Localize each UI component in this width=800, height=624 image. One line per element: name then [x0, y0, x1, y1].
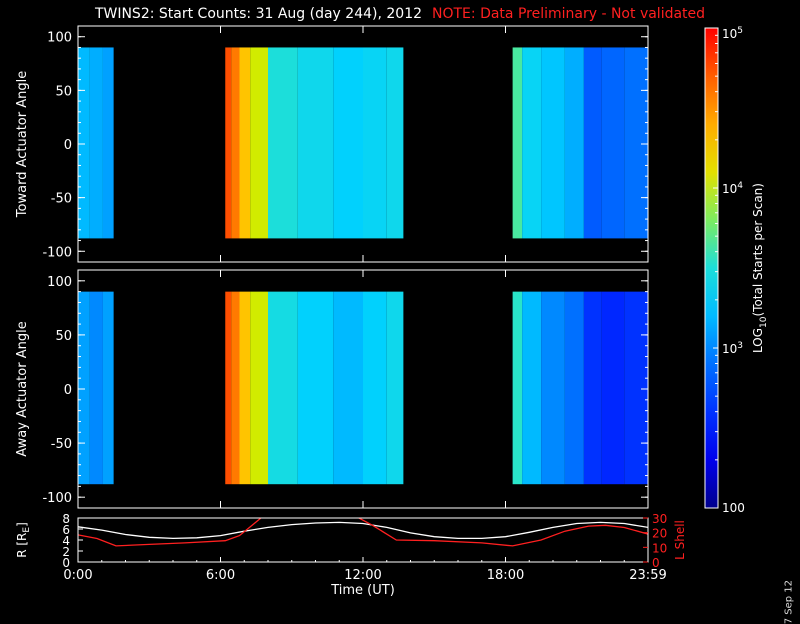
heatmap-cell	[601, 47, 625, 239]
lshell-series-line	[78, 518, 262, 547]
colorbar-tick-label: 105	[722, 26, 743, 41]
heatmap-cell	[564, 291, 584, 485]
heatmap-cell	[239, 291, 251, 485]
heatmap-cell	[333, 47, 363, 239]
colorbar-scale	[704, 27, 719, 509]
heatmap-cell	[624, 291, 648, 485]
heatmap-cell	[89, 47, 103, 239]
preliminary-note: NOTE: Data Preliminary - Not validated	[432, 6, 706, 22]
y-tick-label: -50	[51, 437, 72, 452]
lshell-tick-label: 0	[652, 556, 660, 570]
heatmap-cell	[78, 291, 90, 485]
heatmap-cell	[268, 47, 298, 239]
y-tick-label: -100	[42, 245, 72, 260]
lshell-tick-label: 30	[652, 512, 667, 526]
plot-title: TWINS2: Start Counts: 31 Aug (day 244), …	[0, 6, 800, 22]
y-tick-label: 50	[55, 84, 72, 99]
heatmap-cell	[522, 47, 542, 239]
y-tick-label: 50	[55, 329, 72, 344]
lshell-tick-label: 10	[652, 541, 667, 555]
y-tick-label: 100	[47, 275, 72, 290]
y-tick-label: 0	[64, 138, 72, 153]
heatmap-cell	[363, 291, 387, 485]
colorbar: 105 104 103 100 LOG10(Total Starts per Scan)	[704, 26, 769, 515]
y-axis-label: Toward Actuator Angle	[15, 71, 30, 218]
heatmap-cell	[250, 291, 268, 485]
r-axis-label: R [RE]	[15, 522, 32, 558]
heatmap-cell	[102, 291, 114, 485]
heatmap-cell	[102, 47, 114, 239]
heatmap-cell	[541, 291, 565, 485]
heatmap-cell	[89, 291, 103, 485]
heatmap-cell	[297, 47, 334, 239]
heatmap-cell	[564, 47, 584, 239]
heatmap-cell	[363, 47, 387, 239]
heatmap-cell	[225, 47, 232, 239]
heatmap-panel-away: 100 50 0 -50 -100 Away Actuator Angle	[15, 269, 649, 509]
r-tick-label: 2	[62, 545, 70, 559]
heatmap-cell	[297, 291, 334, 485]
heatmap-cell	[583, 47, 602, 239]
time-tick-label: 0:00	[63, 568, 92, 583]
r-tick-label: 4	[62, 534, 70, 548]
lshell-series-line	[357, 518, 648, 547]
colorbar-tick-label: 103	[722, 341, 743, 356]
heatmap-cell	[239, 47, 251, 239]
y-tick-label: -100	[42, 491, 72, 506]
lshell-tick-label: 20	[652, 527, 667, 541]
time-tick-label: 18:00	[487, 568, 524, 583]
heatmap-cell	[333, 291, 363, 485]
lshell-axis-label: L Shell	[673, 520, 687, 560]
colorbar-tick-label: 104	[722, 181, 743, 196]
heatmap-panel-toward: 100 50 0 -50 -100 Toward Actuator Angle	[15, 25, 649, 263]
colorbar-tick-label: 100	[722, 501, 745, 515]
heatmap-cell	[624, 47, 648, 239]
heatmap-cell	[231, 291, 240, 485]
heatmap-cell	[512, 291, 523, 485]
heatmap-cell	[601, 291, 625, 485]
heatmap-cell	[250, 47, 268, 239]
heatmap-cell	[225, 291, 232, 485]
heatmap-cell	[268, 291, 298, 485]
y-tick-label: 0	[64, 383, 72, 398]
x-axis-label: Time (UT)	[330, 583, 395, 598]
heatmap-cell	[386, 291, 404, 485]
time-tick-label: 6:00	[206, 568, 235, 583]
colorbar-label: LOG10(Total Starts per Scan)	[751, 183, 769, 353]
orbit-frame	[77, 517, 649, 563]
generation-date: 7 Sep 12	[783, 580, 794, 624]
y-tick-label: 100	[47, 31, 72, 46]
y-axis-label: Away Actuator Angle	[15, 321, 30, 456]
time-tick-label: 23:59	[629, 568, 666, 583]
title-text: TWINS2: Start Counts: 31 Aug (day 244), …	[94, 6, 423, 22]
r-tick-label: 6	[62, 523, 70, 537]
r-tick-label: 0	[62, 556, 70, 570]
r-tick-label: 8	[62, 512, 70, 526]
heatmap-cell	[522, 291, 542, 485]
heatmap-cell	[386, 47, 404, 239]
heatmap-cell	[541, 47, 565, 239]
time-tick-label: 12:00	[344, 568, 381, 583]
heatmap-cell	[231, 47, 240, 239]
y-tick-label: -50	[51, 192, 72, 207]
heatmap-cell	[78, 47, 90, 239]
heatmap-cell	[583, 291, 602, 485]
heatmap-cell	[512, 47, 523, 239]
r-series-line	[78, 521, 648, 540]
